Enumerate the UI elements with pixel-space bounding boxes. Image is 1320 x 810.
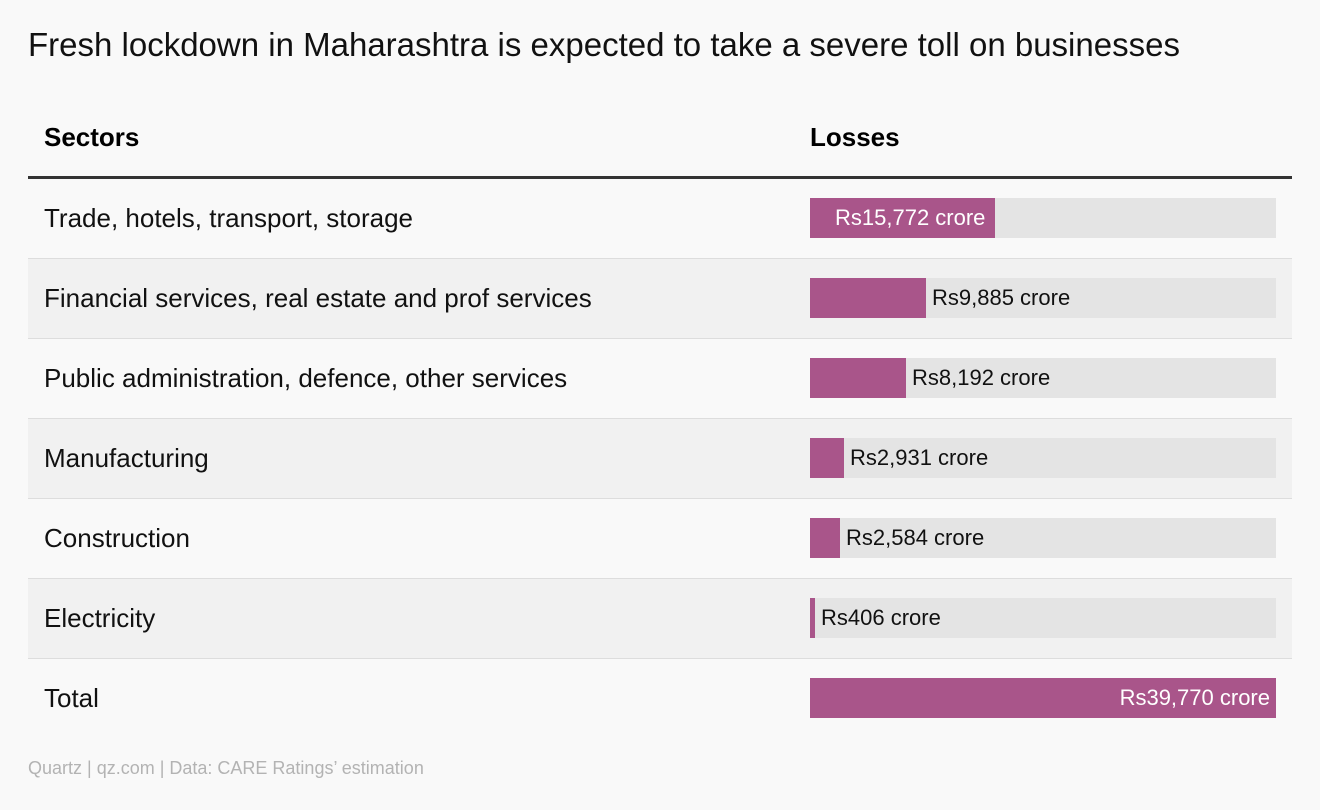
table-row: Public administration, defence, other se…	[28, 339, 1292, 419]
bar	[810, 198, 995, 238]
sector-label: Construction	[44, 523, 190, 553]
value-label: Rs9,885 crore	[932, 285, 1071, 310]
bar-track: Rs15,772 crore	[810, 198, 1276, 238]
source-note: Quartz | qz.com | Data: CARE Ratings’ es…	[28, 758, 424, 778]
value-label: Rs15,772 crore	[835, 205, 986, 230]
value-label: Rs8,192 crore	[912, 365, 1051, 390]
header-divider	[28, 176, 1292, 179]
bar-track: Rs2,584 crore	[810, 518, 1276, 558]
bar	[810, 678, 1276, 718]
bar	[810, 438, 844, 478]
chart-rows: Trade, hotels, transport, storage Rs15,77…	[28, 179, 1292, 738]
header-sectors: Sectors	[44, 122, 140, 152]
table-row: Construction Rs2,584 crore	[28, 499, 1292, 579]
table-row: Electricity Rs406 crore	[28, 579, 1292, 659]
table-row: Trade, hotels, transport, storage Rs15,77…	[28, 179, 1292, 259]
table-row: Manufacturing Rs2,931 crore	[28, 419, 1292, 499]
bar-track: Rs9,885 crore	[810, 278, 1276, 318]
table-row: Financial services, real estate and prof…	[28, 259, 1292, 339]
sector-label: Public administration, defence, other se…	[44, 363, 568, 393]
bar	[810, 358, 906, 398]
chart-title: Fresh lockdown in Maharashtra is expecte…	[28, 26, 1180, 63]
value-label: Rs39,770 crore	[1119, 685, 1270, 710]
bar-track: Rs39,770 crore	[810, 678, 1276, 718]
sector-label: Financial services, real estate and prof…	[44, 283, 592, 313]
sector-label: Trade, hotels, transport, storage	[44, 203, 414, 233]
bar-track: Rs8,192 crore	[810, 358, 1276, 398]
header-losses: Losses	[810, 122, 900, 152]
table-row: Total Rs39,770 crore	[28, 659, 1292, 738]
value-label: Rs2,584 crore	[846, 525, 985, 550]
bar	[810, 278, 926, 318]
value-label: Rs406 crore	[821, 605, 941, 630]
bar	[810, 518, 840, 558]
bar-track: Rs406 crore	[810, 598, 1276, 638]
sector-label: Electricity	[44, 603, 156, 633]
value-label: Rs2,931 crore	[850, 445, 989, 470]
sector-label: Manufacturing	[44, 443, 209, 473]
bar	[810, 598, 815, 638]
sector-label: Total	[44, 683, 99, 713]
bar-track: Rs2,931 crore	[810, 438, 1276, 478]
